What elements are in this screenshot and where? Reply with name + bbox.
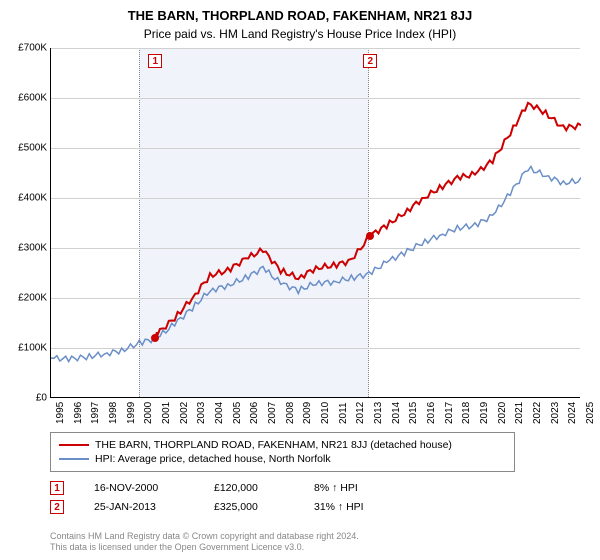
x-axis-label: 2013 [373, 402, 384, 424]
sale-marker: 1 [50, 481, 64, 495]
y-axis-label: £100K [3, 343, 47, 354]
legend-box: THE BARN, THORPLAND ROAD, FAKENHAM, NR21… [50, 432, 515, 472]
y-axis-label: £300K [3, 243, 47, 254]
series-line [155, 103, 581, 339]
sale-row: 2 25-JAN-2013 £325,000 31% ↑ HPI [50, 500, 394, 514]
y-axis-label: £700K [3, 43, 47, 54]
x-axis-label: 2008 [285, 402, 296, 424]
x-axis-label: 2025 [585, 402, 596, 424]
x-axis-label: 2003 [196, 402, 207, 424]
x-axis-label: 2022 [532, 402, 543, 424]
footer-line-2: This data is licensed under the Open Gov… [50, 542, 359, 554]
chart-subtitle: Price paid vs. HM Land Registry's House … [0, 27, 600, 41]
x-axis-label: 2017 [444, 402, 455, 424]
x-axis-label: 2021 [514, 402, 525, 424]
x-axis-label: 2024 [567, 402, 578, 424]
legend-swatch [59, 458, 89, 460]
x-axis-label: 2018 [461, 402, 472, 424]
x-axis-label: 2011 [338, 402, 349, 424]
x-axis-label: 1995 [55, 402, 66, 424]
marker-label: 2 [363, 54, 377, 68]
chart-title: THE BARN, THORPLAND ROAD, FAKENHAM, NR21… [0, 8, 600, 23]
marker-dot [366, 232, 374, 240]
x-axis-label: 2014 [391, 402, 402, 424]
legend-item: THE BARN, THORPLAND ROAD, FAKENHAM, NR21… [59, 439, 506, 451]
legend-label: HPI: Average price, detached house, Nort… [95, 453, 331, 465]
y-axis-label: £200K [3, 293, 47, 304]
x-axis-label: 2009 [302, 402, 313, 424]
x-axis-label: 1996 [73, 402, 84, 424]
x-axis-label: 2019 [479, 402, 490, 424]
title-block: THE BARN, THORPLAND ROAD, FAKENHAM, NR21… [0, 0, 600, 45]
x-axis-label: 2016 [426, 402, 437, 424]
sale-price: £325,000 [214, 501, 284, 513]
x-axis-label: 2015 [408, 402, 419, 424]
y-axis-label: £400K [3, 193, 47, 204]
chart-area: £0£100K£200K£300K£400K£500K£600K£700K199… [50, 48, 580, 398]
sale-hpi: 8% ↑ HPI [314, 482, 394, 494]
footer: Contains HM Land Registry data © Crown c… [50, 531, 359, 554]
marker-dot [151, 334, 159, 342]
sales-rows: 1 16-NOV-2000 £120,000 8% ↑ HPI 2 25-JAN-2013… [50, 476, 394, 519]
sale-row: 1 16-NOV-2000 £120,000 8% ↑ HPI [50, 481, 394, 495]
footer-line-1: Contains HM Land Registry data © Crown c… [50, 531, 359, 543]
chart-lines [51, 48, 581, 398]
x-axis-label: 2001 [161, 402, 172, 424]
series-line [51, 166, 581, 361]
x-axis-label: 1999 [126, 402, 137, 424]
x-axis-label: 2023 [550, 402, 561, 424]
x-axis-label: 2006 [249, 402, 260, 424]
x-axis-label: 2010 [320, 402, 331, 424]
x-axis-label: 1997 [90, 402, 101, 424]
x-axis-label: 2005 [232, 402, 243, 424]
legend-swatch [59, 444, 89, 446]
y-axis-label: £500K [3, 143, 47, 154]
sale-date: 25-JAN-2013 [94, 501, 184, 513]
sale-hpi: 31% ↑ HPI [314, 501, 394, 513]
x-axis-label: 2020 [497, 402, 508, 424]
x-axis-label: 2012 [355, 402, 366, 424]
legend-item: HPI: Average price, detached house, Nort… [59, 453, 506, 465]
x-axis-label: 2007 [267, 402, 278, 424]
x-axis-label: 2002 [179, 402, 190, 424]
x-axis-label: 1998 [108, 402, 119, 424]
sale-price: £120,000 [214, 482, 284, 494]
sale-date: 16-NOV-2000 [94, 482, 184, 494]
marker-label: 1 [148, 54, 162, 68]
y-axis-label: £600K [3, 93, 47, 104]
legend-label: THE BARN, THORPLAND ROAD, FAKENHAM, NR21… [95, 439, 452, 451]
x-axis-label: 2000 [143, 402, 154, 424]
y-axis-label: £0 [3, 393, 47, 404]
x-axis-label: 2004 [214, 402, 225, 424]
sale-marker: 2 [50, 500, 64, 514]
